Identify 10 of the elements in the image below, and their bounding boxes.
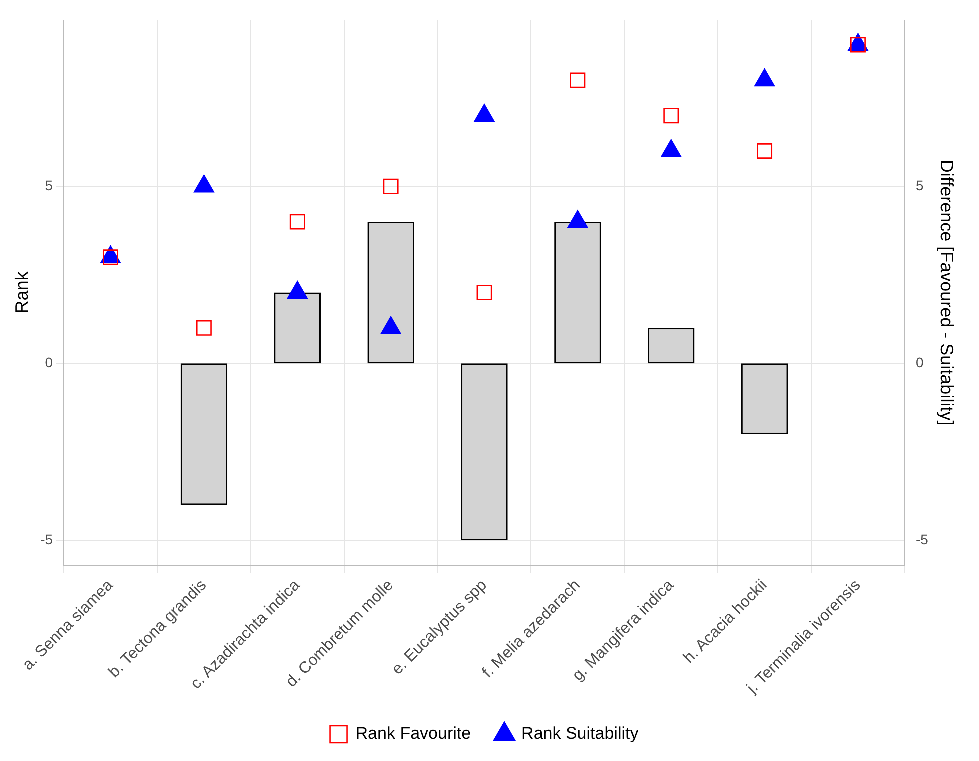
y-axis-title: Rank	[12, 270, 32, 314]
y2-tick-label: 0	[916, 354, 924, 370]
y2-tick-label: -5	[916, 531, 929, 548]
y2-axis-title: Difference [Favoured - Suitability]	[937, 160, 958, 426]
y-tick-label: -5	[40, 531, 54, 548]
legend-label: Rank Suitability	[522, 724, 640, 744]
legend-label: Rank Favourite	[356, 724, 472, 744]
y-tick-label: 0	[45, 354, 54, 370]
y-tick-label: 5	[45, 177, 54, 194]
y2-tick-label: 5	[916, 177, 924, 194]
